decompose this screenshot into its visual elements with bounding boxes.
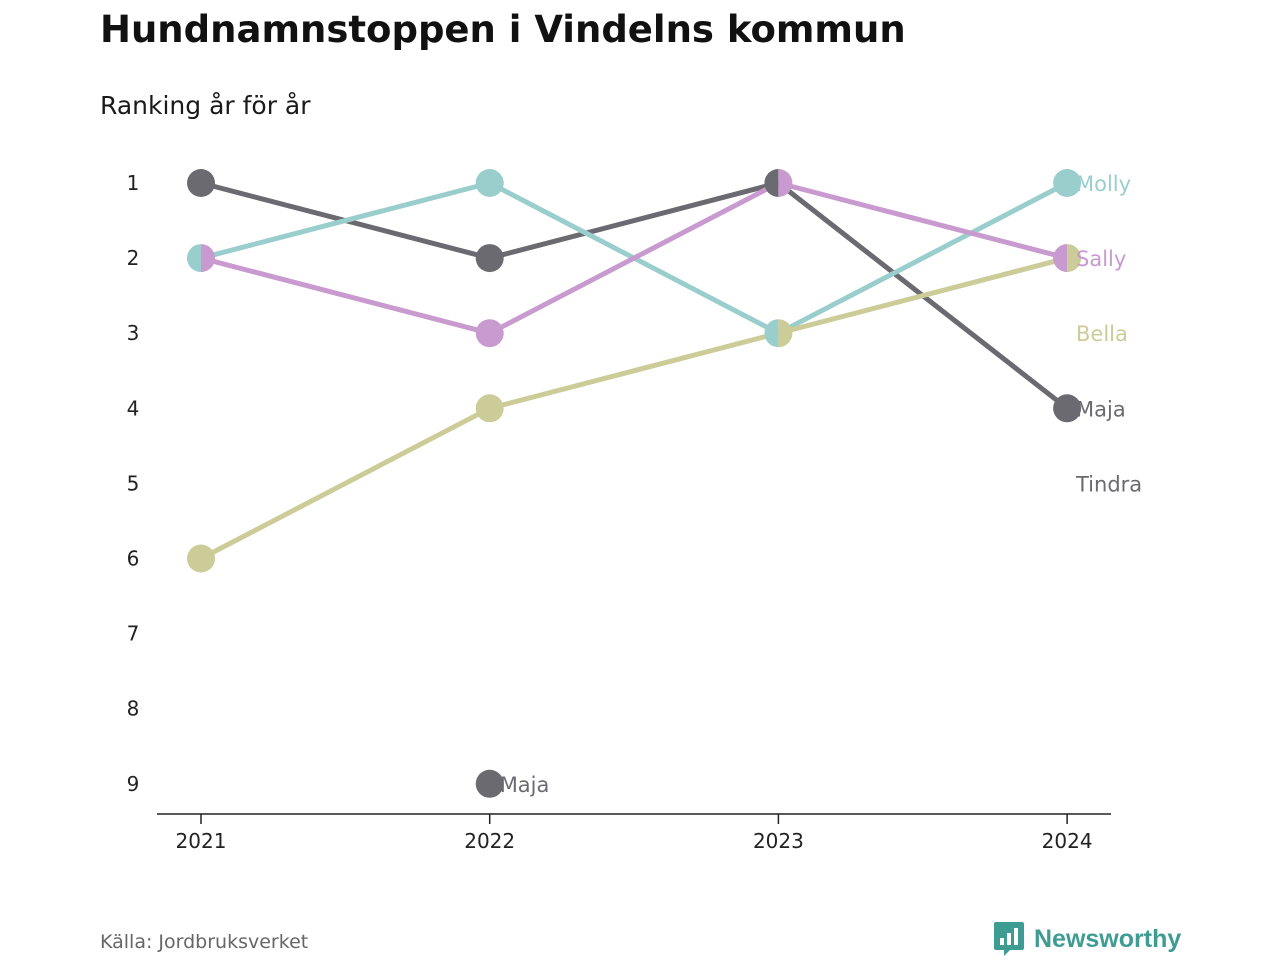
data-point-bella: [475, 394, 504, 423]
series-labels: Molly Sally Bella Maja Tindra Maja: [500, 172, 1142, 797]
newsworthy-logo-icon: [994, 922, 1024, 956]
source-note: Källa: Jordbruksverket: [100, 931, 309, 953]
x-axis: 2021 2022 2023 2024: [176, 814, 1093, 853]
end-label-tindra: Tindra: [1075, 472, 1142, 496]
data-point-maja: [764, 169, 779, 197]
end-label-bella: Bella: [1076, 322, 1128, 346]
chart-title: Hundnamnstoppen i Vindelns kommun: [100, 8, 906, 51]
series-line-bella: [199, 255, 1068, 561]
data-point-molly: [1053, 169, 1082, 197]
y-tick-label: 9: [127, 772, 140, 796]
brand-name: Newsworthy: [1034, 924, 1182, 953]
chart-subtitle: Ranking år för år: [100, 91, 311, 120]
annotation-label: Maja: [500, 773, 550, 797]
y-tick-label: 2: [127, 246, 140, 270]
x-tick-label: 2021: [176, 829, 227, 853]
series-points: [187, 169, 1082, 798]
y-tick-label: 5: [127, 471, 140, 495]
data-point-sally: [778, 169, 793, 197]
data-point-bella: [1067, 244, 1082, 273]
data-point-molly: [475, 169, 504, 197]
y-tick-label: 4: [127, 396, 140, 420]
data-point-molly: [187, 244, 201, 273]
data-point-sally: [201, 244, 215, 273]
y-tick-label: 7: [127, 622, 140, 646]
x-tick-label: 2023: [753, 829, 804, 853]
annotation-point: [475, 769, 504, 798]
y-axis: 1 2 3 4 5 6 7 8 9: [127, 171, 140, 796]
data-point-sally: [1053, 244, 1068, 273]
data-point-maja: [1053, 394, 1082, 423]
y-tick-label: 8: [127, 697, 140, 721]
y-tick-label: 6: [127, 547, 140, 571]
data-point-molly: [764, 319, 779, 348]
bump-chart: 1 2 3 4 5 6 7 8 9 2021 2022 2023 2024 Molly Sally Bel…: [127, 169, 1142, 853]
x-tick-label: 2024: [1042, 829, 1093, 853]
data-point-maja: [475, 244, 504, 273]
brand-logo: Newsworthy: [994, 922, 1181, 956]
y-tick-label: 3: [127, 321, 140, 345]
end-label-sally: Sally: [1076, 247, 1126, 271]
data-point-bella: [187, 544, 215, 573]
end-label-molly: Molly: [1076, 172, 1131, 196]
data-point-maja: [187, 169, 215, 197]
series-line-maja: [200, 180, 1069, 411]
data-point-bella: [778, 319, 793, 348]
x-tick-label: 2022: [464, 829, 515, 853]
y-tick-label: 1: [127, 171, 140, 195]
end-label-maja: Maja: [1076, 397, 1126, 421]
series-lines: [199, 180, 1069, 561]
series-line-sally: [200, 180, 1068, 336]
data-point-sally: [475, 319, 504, 348]
